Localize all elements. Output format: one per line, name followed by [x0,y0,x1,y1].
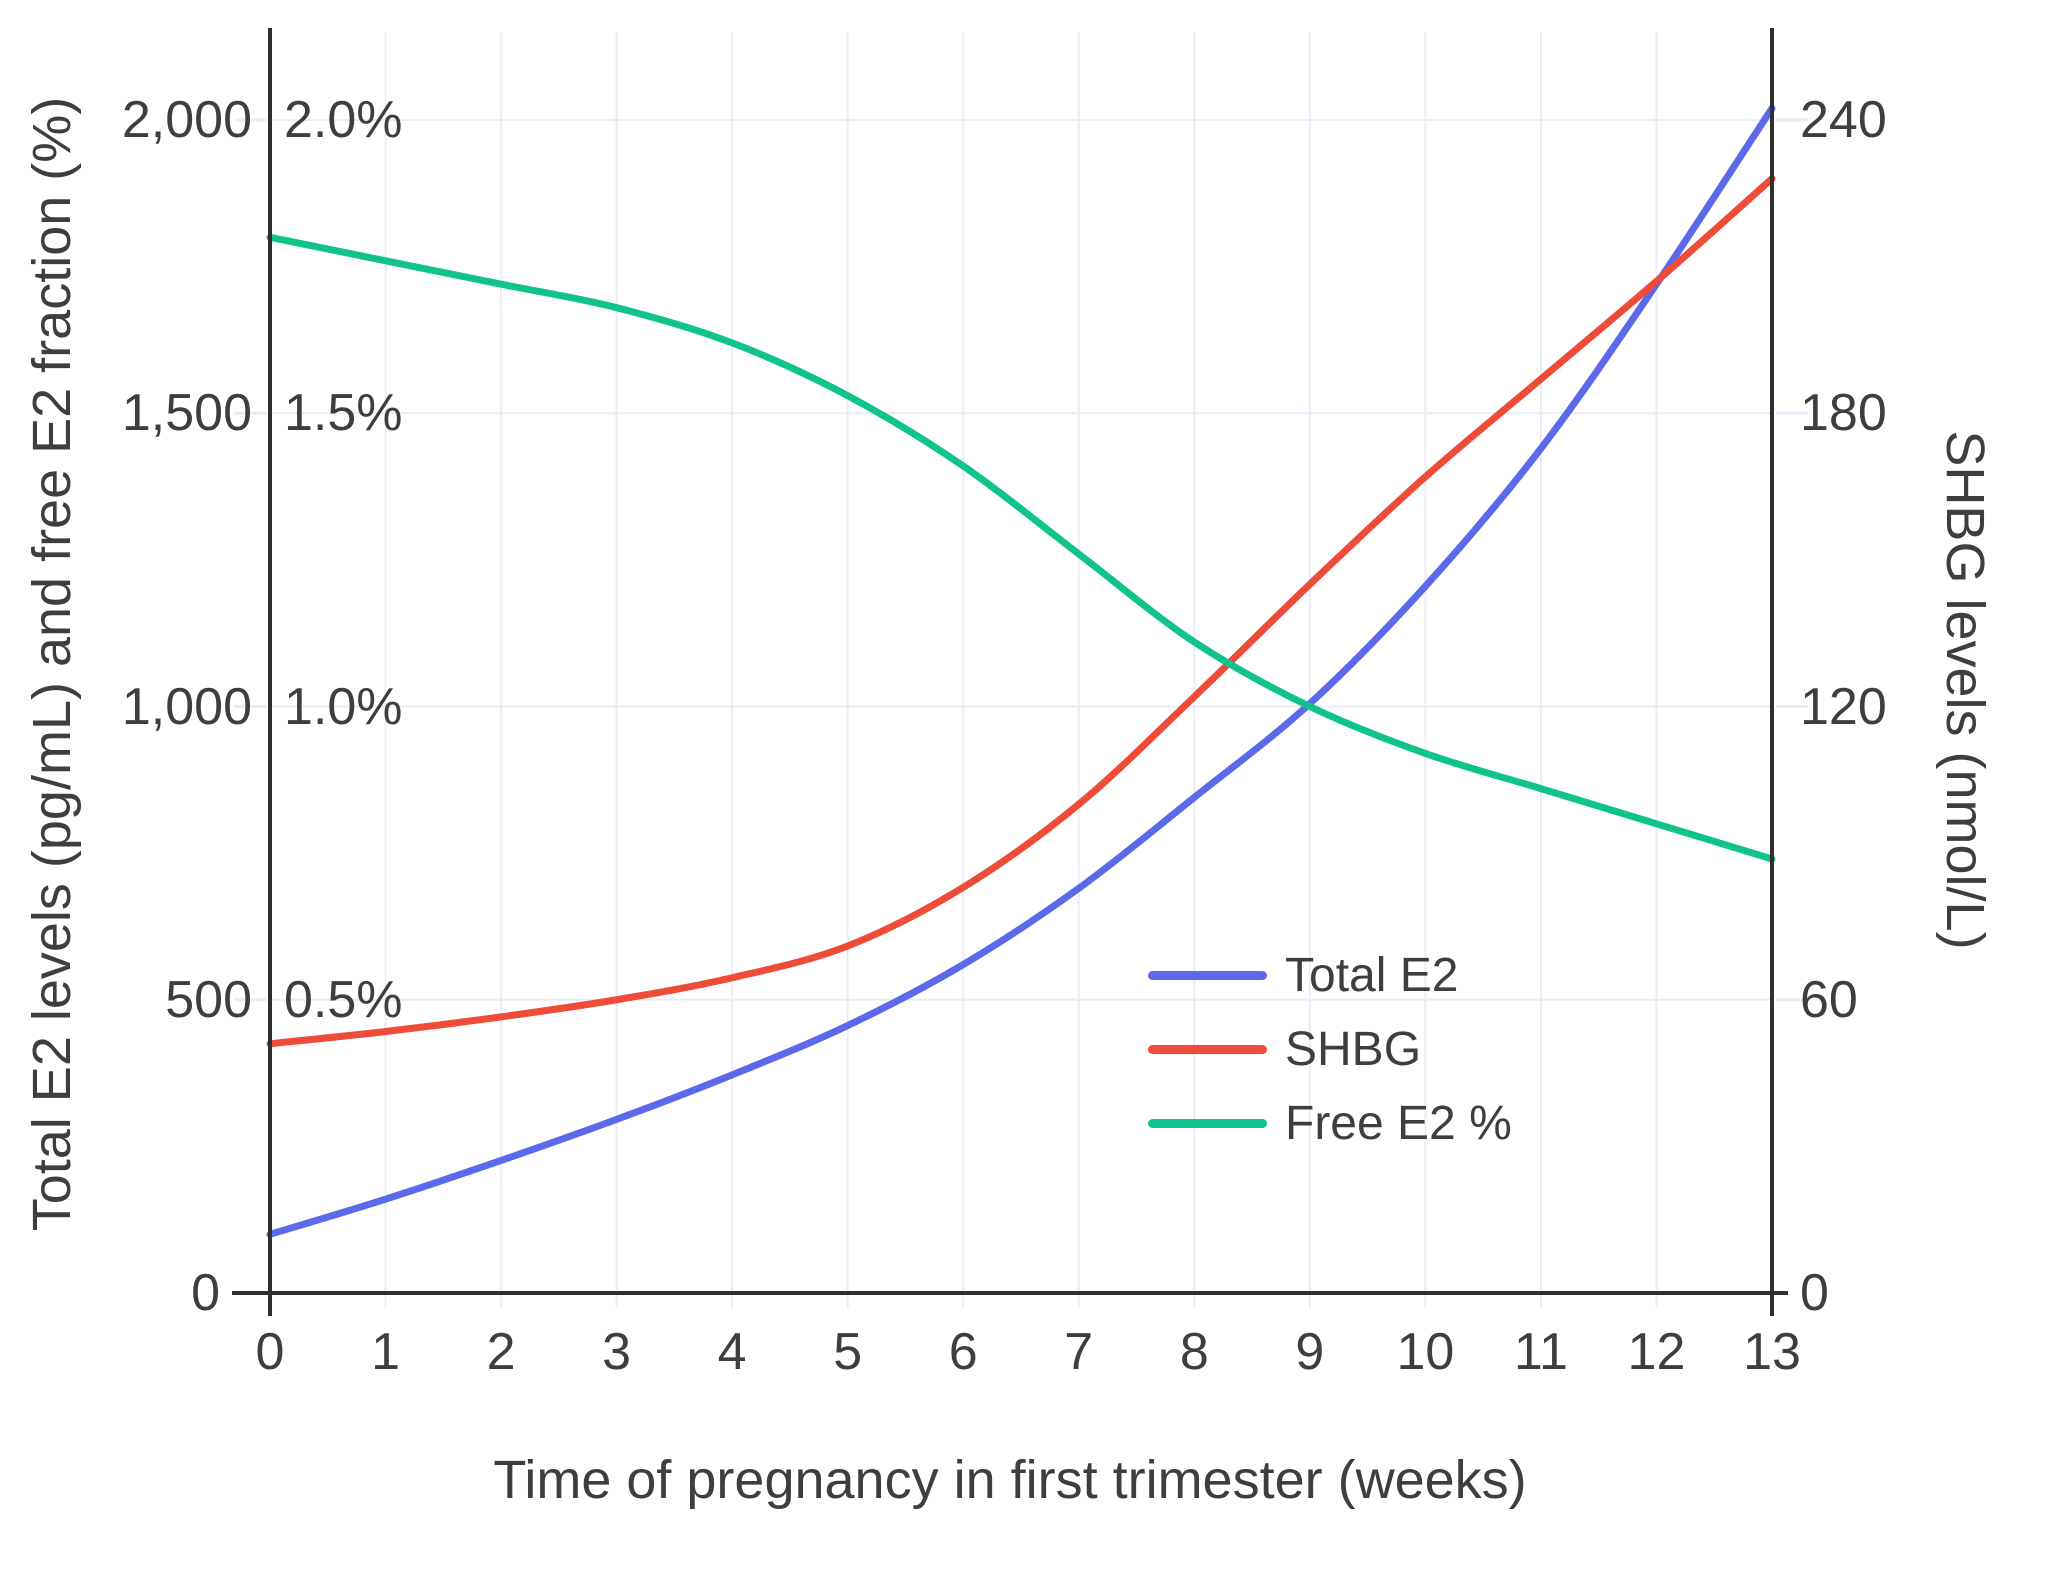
x-tick-label: 10 [1396,1323,1455,1381]
x-tick-label: 5 [833,1323,863,1381]
series-line-free-e2- [266,233,1776,863]
y-right-tick-label: 240 [1800,91,1887,149]
legend-item-free-e2-[interactable]: Free E2 % [1148,1086,1512,1160]
legend: Total E2 SHBG Free E2 % [1148,938,1512,1160]
legend-swatch [1148,970,1267,980]
y-left-tick-label: 2,000 [121,91,252,149]
x-tick-label: 1 [371,1323,400,1381]
x-tick-label: 7 [1064,1323,1094,1381]
x-axis-title: Time of pregnancy in first trimester (we… [493,1450,1527,1510]
series-line-shbg [266,175,1776,1048]
series-curves [266,104,1776,1238]
y-left-tick-label: 1,000 [121,677,252,736]
legend-label: Free E2 % [1285,1096,1512,1150]
y-percent-tick-label: 0.5% [284,970,403,1029]
gridlines [234,32,1808,1308]
x-tick-label: 12 [1627,1323,1686,1381]
x-tick-label: 11 [1513,1323,1568,1381]
x-tick-label: 8 [1179,1323,1209,1381]
legend-swatch [1148,1118,1267,1128]
x-tick-label: 9 [1295,1323,1325,1381]
x-tick-label: 0 [255,1323,285,1381]
y-percent-tick-label: 2.0% [284,91,403,149]
y-left-tick-label: 0 [191,1264,220,1322]
y-right-tick-label: 120 [1800,677,1887,736]
legend-label: Total E2 [1285,948,1459,1002]
legend-label: SHBG [1285,1022,1422,1076]
y-right-tick-label: 60 [1800,970,1858,1029]
y-right-tick-label: 180 [1800,384,1887,443]
x-tick-label: 2 [486,1323,516,1381]
y-percent-tick-label: 1.0% [284,677,403,736]
y-left-tick-label: 500 [165,970,252,1029]
x-tick-label: 13 [1743,1323,1801,1381]
legend-swatch [1148,1044,1267,1054]
y-right-tick-label: 0 [1800,1264,1829,1322]
legend-item-shbg[interactable]: SHBG [1148,1012,1512,1086]
x-tick-label: 3 [602,1323,632,1381]
x-tick-label: 4 [717,1323,747,1381]
right-axis-title: SHBG levels (nmol/L) [1935,430,1995,950]
legend-item-total-e2[interactable]: Total E2 [1148,938,1512,1012]
left-axis-title: Total E2 levels (pg/mL) and free E2 frac… [22,96,82,1232]
y-left-tick-label: 1,500 [121,384,252,443]
x-tick-label: 6 [948,1323,978,1381]
y-percent-tick-label: 1.5% [284,384,403,443]
series-line-total-e2 [266,104,1776,1238]
axes [232,28,1788,1316]
